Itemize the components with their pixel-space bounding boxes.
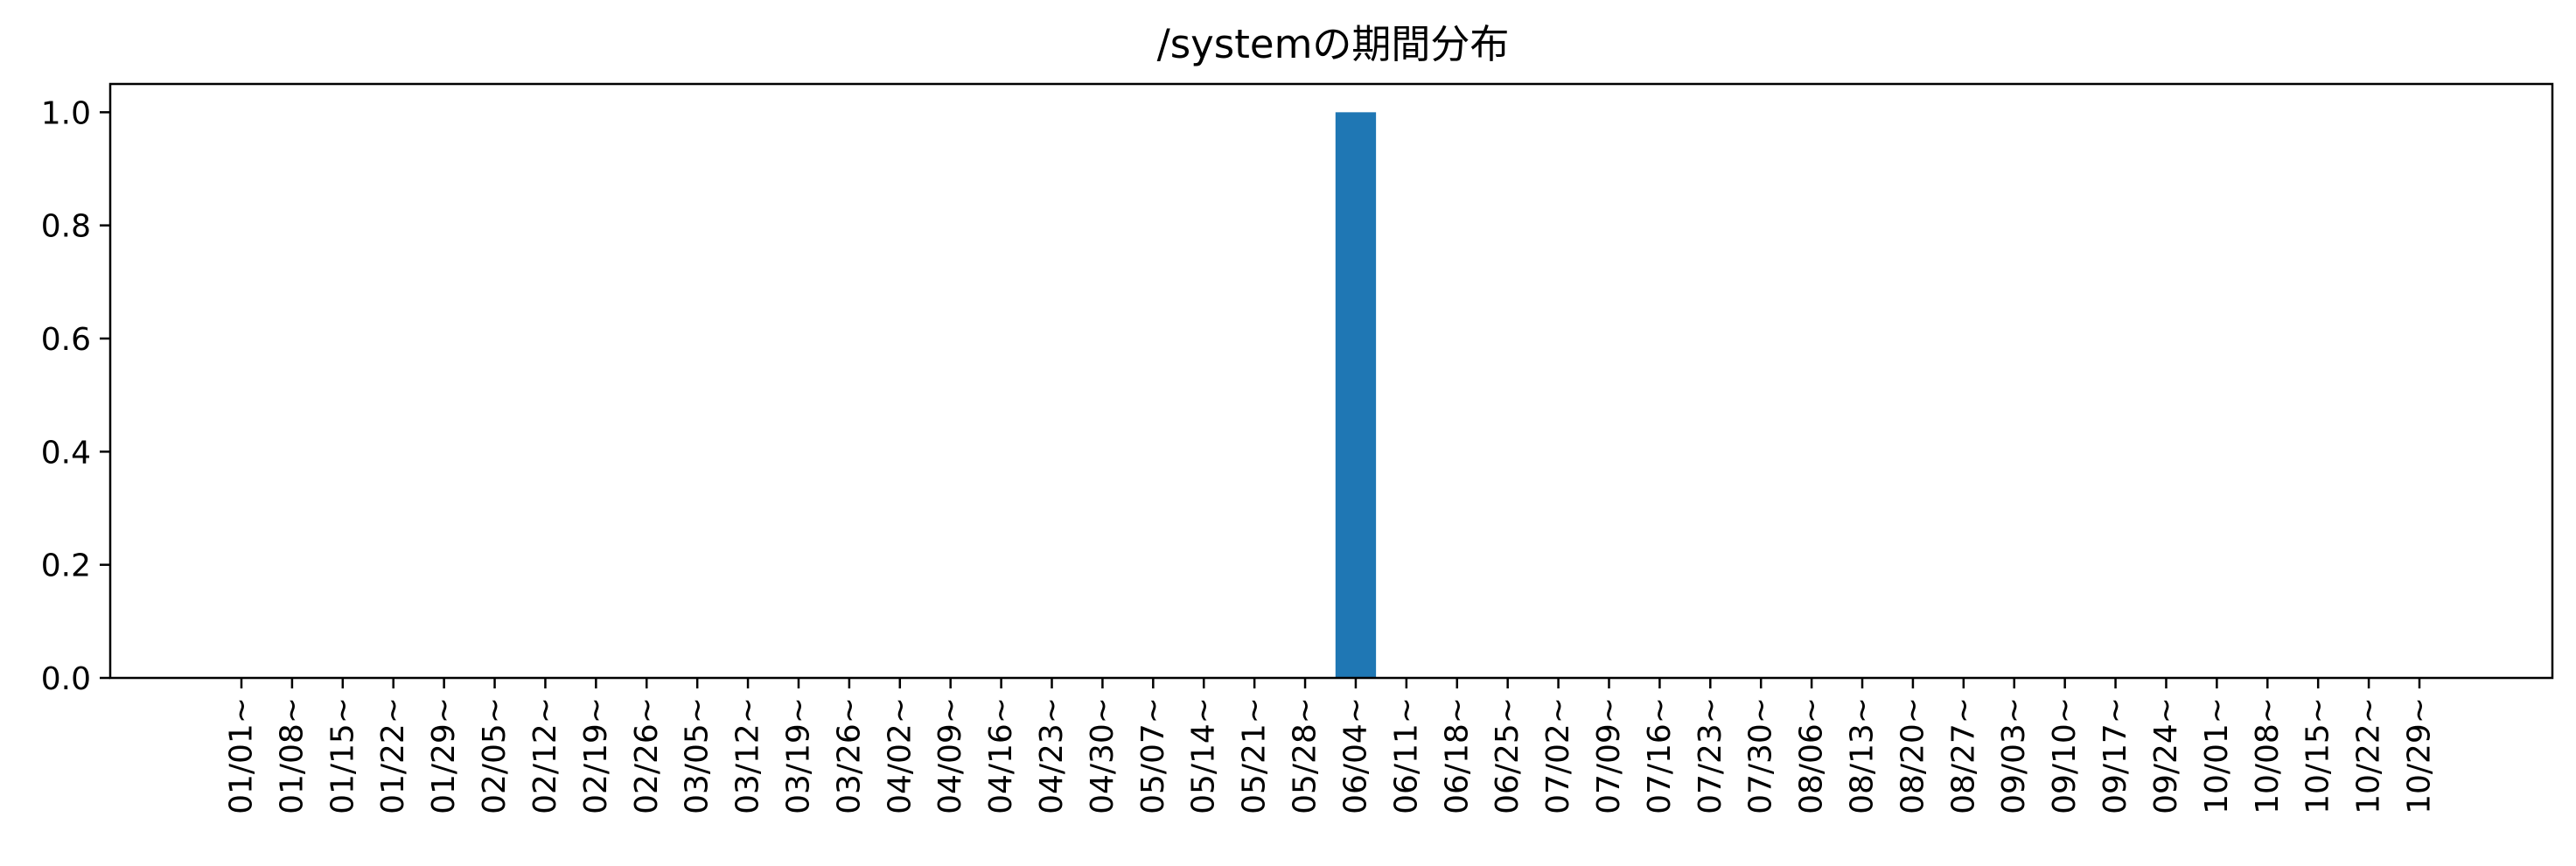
x-tick-label: 04/23~: [1034, 697, 1070, 814]
y-tick-label: 0.4: [41, 435, 91, 471]
x-tick-label: 01/01~: [224, 697, 260, 814]
x-tick-label: 09/24~: [2148, 697, 2184, 814]
x-tick-label: 10/08~: [2250, 697, 2286, 814]
x-tick-label: 01/15~: [325, 697, 360, 814]
x-tick-label: 02/26~: [629, 697, 665, 814]
x-tick-label: 03/12~: [730, 697, 766, 814]
x-tick-label: 01/22~: [375, 697, 411, 814]
x-tick-label: 07/23~: [1693, 697, 1728, 814]
x-tick-label: 04/30~: [1085, 697, 1120, 814]
y-tick-label: 1.0: [41, 95, 91, 131]
x-tick-label: 04/09~: [932, 697, 968, 814]
x-tick-label: 06/11~: [1388, 697, 1424, 814]
y-tick-label: 0.8: [41, 209, 91, 245]
x-tick-label: 01/08~: [274, 697, 310, 814]
x-tick-label: 09/03~: [1996, 697, 2032, 814]
x-tick-label: 02/12~: [527, 697, 563, 814]
x-tick-label: 04/02~: [882, 697, 918, 814]
x-tick-label: 07/16~: [1642, 697, 1678, 814]
plot-frame: [108, 82, 2554, 680]
x-tick-label: 10/29~: [2402, 697, 2438, 814]
x-tick-label: 03/26~: [831, 697, 867, 814]
y-tick-label: 0.0: [41, 661, 91, 697]
x-tick-label: 07/02~: [1540, 697, 1576, 814]
x-tick-label: 02/05~: [477, 697, 513, 814]
x-tick-label: 08/27~: [1945, 697, 1981, 814]
x-tick-label: 10/01~: [2199, 697, 2235, 814]
x-tick-label: 06/04~: [1337, 697, 1373, 814]
x-tick-label: 01/29~: [426, 697, 462, 814]
x-tick-label: 05/07~: [1135, 697, 1171, 814]
x-tick-label: 07/30~: [1743, 697, 1779, 814]
x-tick-label: 09/17~: [2098, 697, 2133, 814]
x-tick-label: 08/13~: [1845, 697, 1881, 814]
x-tick-label: 08/06~: [1794, 697, 1830, 814]
x-tick-label: 10/15~: [2300, 697, 2336, 814]
x-tick-label: 06/25~: [1490, 697, 1525, 814]
chart-title: /systemの期間分布: [1157, 21, 1510, 67]
x-tick-label: 07/09~: [1591, 697, 1627, 814]
x-tick-label: 10/22~: [2351, 697, 2387, 814]
x-tick-label: 05/14~: [1186, 697, 1222, 814]
x-tick-label: 02/19~: [578, 697, 614, 814]
x-tick-label: 03/05~: [680, 697, 716, 814]
x-tick-label: 09/10~: [2047, 697, 2083, 814]
y-tick-label: 0.2: [41, 548, 91, 584]
y-tick-label: 0.6: [41, 322, 91, 358]
x-tick-label: 04/16~: [983, 697, 1019, 814]
x-tick-label: 05/28~: [1288, 697, 1323, 814]
x-tick-label: 06/18~: [1439, 697, 1475, 814]
x-tick-label: 08/20~: [1895, 697, 1930, 814]
x-tick-label: 05/21~: [1237, 697, 1273, 814]
x-tick-label: 03/19~: [780, 697, 816, 814]
bar-06/04~: [1335, 112, 1377, 679]
